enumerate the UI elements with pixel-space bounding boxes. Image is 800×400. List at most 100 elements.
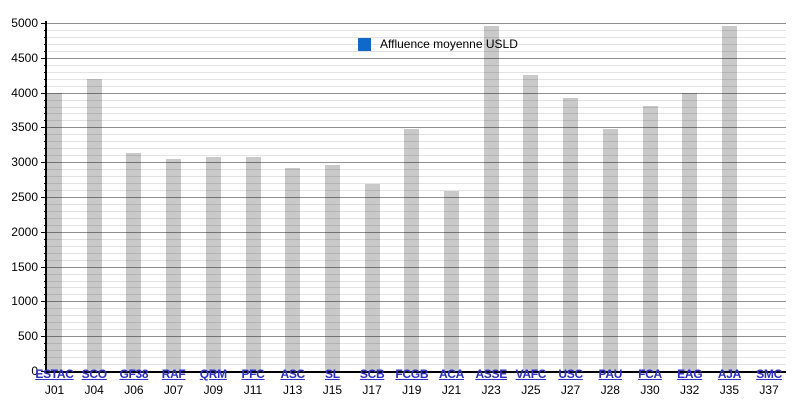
y-tick-0 bbox=[41, 371, 47, 372]
matchday-label-j04: J04 bbox=[84, 383, 104, 397]
gridline-major-2000 bbox=[47, 232, 786, 233]
bar-usc bbox=[563, 98, 579, 371]
bar-vafc bbox=[523, 75, 539, 371]
y-tick-4500 bbox=[41, 58, 47, 59]
gridline-major-4000 bbox=[47, 93, 786, 94]
gridline-minor-1200 bbox=[47, 287, 786, 288]
team-link-fcgb[interactable]: FCGB bbox=[395, 367, 429, 381]
bar-aja bbox=[721, 26, 737, 371]
y-axis-label-2000: 2000 bbox=[11, 225, 38, 239]
gridline-minor-3300 bbox=[47, 141, 786, 142]
gridline-minor-2700 bbox=[47, 183, 786, 184]
bar-gf38 bbox=[126, 153, 142, 371]
bar-qrm bbox=[205, 157, 221, 371]
bar-asse bbox=[483, 26, 499, 371]
matchday-label-j27: J27 bbox=[560, 383, 581, 397]
y-axis-label-1500: 1500 bbox=[11, 260, 38, 274]
y-axis-label-3000: 3000 bbox=[11, 155, 38, 169]
gridline-minor-1700 bbox=[47, 253, 786, 254]
gridline-minor-3200 bbox=[47, 148, 786, 149]
gridline-minor-3800 bbox=[47, 107, 786, 108]
gridline-minor-3100 bbox=[47, 155, 786, 156]
matchday-label-j11: J11 bbox=[243, 383, 263, 397]
y-tick-2500 bbox=[41, 197, 47, 198]
team-link-pau[interactable]: PAU bbox=[598, 367, 623, 381]
team-link-estac[interactable]: ESTAC bbox=[35, 367, 74, 381]
y-axis-label-3500: 3500 bbox=[11, 120, 38, 134]
gridline-major-500 bbox=[47, 336, 786, 337]
y-axis-label-4500: 4500 bbox=[11, 51, 38, 65]
bar-sl bbox=[324, 165, 340, 371]
y-axis-label-0: 0 bbox=[31, 364, 38, 378]
gridline-minor-1800 bbox=[47, 246, 786, 247]
y-tick-1000 bbox=[41, 301, 47, 302]
gridline-minor-1300 bbox=[47, 281, 786, 282]
gridline-minor-200 bbox=[47, 357, 786, 358]
team-link-vafc[interactable]: VAFC bbox=[515, 367, 547, 381]
team-link-scb[interactable]: SCB bbox=[359, 367, 385, 381]
legend-swatch-icon bbox=[358, 38, 371, 51]
gridline-minor-2800 bbox=[47, 176, 786, 177]
team-link-sl[interactable]: SL bbox=[325, 367, 340, 381]
team-link-asc[interactable]: ASC bbox=[280, 367, 305, 381]
team-link-smc[interactable]: SMC bbox=[756, 367, 782, 381]
gridline-minor-2900 bbox=[47, 169, 786, 170]
gridline-minor-4800 bbox=[47, 37, 786, 38]
matchday-label-j30: J30 bbox=[640, 383, 660, 397]
gridline-major-3000 bbox=[47, 162, 786, 163]
gridline-minor-600 bbox=[47, 329, 786, 330]
gridline-minor-400 bbox=[47, 343, 786, 344]
y-tick-500 bbox=[41, 336, 47, 337]
matchday-label-j19: J19 bbox=[402, 383, 422, 397]
bar-pfc bbox=[245, 157, 261, 371]
gridline-minor-2100 bbox=[47, 225, 786, 226]
gridline-major-1500 bbox=[47, 267, 786, 268]
team-link-pfc[interactable]: PFC bbox=[241, 367, 265, 381]
gridline-minor-300 bbox=[47, 350, 786, 351]
gridline-minor-2300 bbox=[47, 211, 786, 212]
gridline-minor-100 bbox=[47, 364, 786, 365]
y-tick-4000 bbox=[41, 93, 47, 94]
bar-pau bbox=[602, 129, 618, 371]
legend-label: Affluence moyenne USLD bbox=[380, 37, 518, 51]
matchday-label-j23: J23 bbox=[481, 383, 501, 397]
y-axis-label-1000: 1000 bbox=[11, 294, 38, 308]
y-tick-5000 bbox=[41, 23, 47, 24]
gridline-minor-2400 bbox=[47, 204, 786, 205]
matchday-label-j32: J32 bbox=[680, 383, 700, 397]
team-link-eag[interactable]: EAG bbox=[677, 367, 703, 381]
team-link-gf38[interactable]: GF38 bbox=[119, 367, 149, 381]
y-tick-1500 bbox=[41, 267, 47, 268]
team-link-qrm[interactable]: QRM bbox=[199, 367, 227, 381]
legend: Affluence moyenne USLD bbox=[358, 38, 518, 51]
team-link-fca[interactable]: FCA bbox=[638, 367, 662, 381]
y-axis-line bbox=[45, 21, 47, 373]
team-link-asse[interactable]: ASSE bbox=[475, 367, 507, 381]
bar-scb bbox=[364, 184, 380, 371]
gridline-minor-3400 bbox=[47, 134, 786, 135]
bar-asc bbox=[285, 168, 301, 371]
bar-raf bbox=[166, 159, 182, 371]
y-tick-2000 bbox=[41, 232, 47, 233]
team-link-aca[interactable]: ACA bbox=[438, 367, 465, 381]
gridline-minor-1900 bbox=[47, 239, 786, 240]
team-link-raf[interactable]: RAF bbox=[161, 367, 186, 381]
team-link-sco[interactable]: SCO bbox=[81, 367, 107, 381]
matchday-label-j13: J13 bbox=[283, 383, 303, 397]
gridline-minor-4600 bbox=[47, 51, 786, 52]
y-tick-3000 bbox=[41, 162, 47, 163]
gridline-major-2500 bbox=[47, 197, 786, 198]
gridline-minor-4100 bbox=[47, 86, 786, 87]
gridline-major-3500 bbox=[47, 127, 786, 128]
gridline-major-1000 bbox=[47, 301, 786, 302]
gridline-minor-3900 bbox=[47, 100, 786, 101]
matchday-label-j28: J28 bbox=[600, 383, 620, 397]
team-link-aja[interactable]: AJA bbox=[717, 367, 741, 381]
gridline-minor-2600 bbox=[47, 190, 786, 191]
gridline-major-5000 bbox=[47, 23, 786, 24]
matchday-label-j06: J06 bbox=[124, 383, 144, 397]
team-link-usc[interactable]: USC bbox=[558, 367, 583, 381]
gridline-minor-2200 bbox=[47, 218, 786, 219]
gridline-minor-800 bbox=[47, 315, 786, 316]
